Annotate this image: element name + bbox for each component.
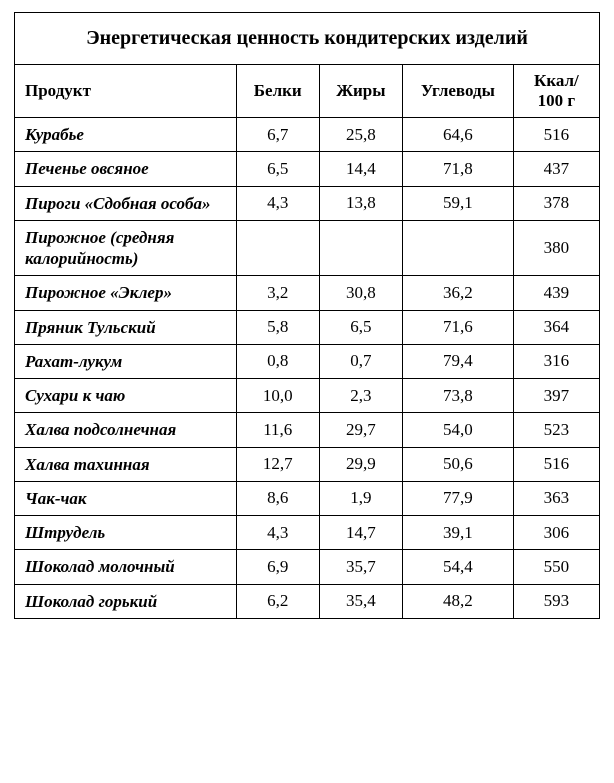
cell-product: Халва тахинная — [15, 447, 237, 481]
cell-proteins: 11,6 — [236, 413, 319, 447]
nutrition-table: Энергетическая ценность кондитерских изд… — [14, 12, 600, 619]
cell-carbs: 48,2 — [402, 584, 513, 618]
cell-product: Пирожное (средняя калорийность) — [15, 220, 237, 276]
cell-product: Курабье — [15, 118, 237, 152]
table-row: Пряник Тульский 5,8 6,5 71,6 364 — [15, 310, 600, 344]
cell-product: Сухари к чаю — [15, 379, 237, 413]
table-row: Чак-чак 8,6 1,9 77,9 363 — [15, 481, 600, 515]
cell-proteins: 8,6 — [236, 481, 319, 515]
table-row: Штрудель 4,3 14,7 39,1 306 — [15, 516, 600, 550]
cell-proteins: 6,5 — [236, 152, 319, 186]
cell-proteins: 4,3 — [236, 186, 319, 220]
cell-carbs: 64,6 — [402, 118, 513, 152]
cell-carbs: 50,6 — [402, 447, 513, 481]
cell-proteins: 4,3 — [236, 516, 319, 550]
cell-proteins: 6,7 — [236, 118, 319, 152]
cell-kcal: 316 — [513, 344, 599, 378]
col-proteins: Белки — [236, 65, 319, 118]
cell-kcal: 363 — [513, 481, 599, 515]
cell-kcal: 437 — [513, 152, 599, 186]
header-row: Продукт Белки Жиры Углеводы Ккал/ 100 г — [15, 65, 600, 118]
cell-fats: 6,5 — [319, 310, 402, 344]
cell-product: Пироги «Сдобная особа» — [15, 186, 237, 220]
col-kcal: Ккал/ 100 г — [513, 65, 599, 118]
col-carbs: Углеводы — [402, 65, 513, 118]
cell-fats: 1,9 — [319, 481, 402, 515]
table-row: Шоколад горький 6,2 35,4 48,2 593 — [15, 584, 600, 618]
cell-proteins: 10,0 — [236, 379, 319, 413]
cell-proteins: 0,8 — [236, 344, 319, 378]
table-row: Рахат-лукум 0,8 0,7 79,4 316 — [15, 344, 600, 378]
table-row: Пирожное (средняя калорийность) 380 — [15, 220, 600, 276]
cell-kcal: 306 — [513, 516, 599, 550]
table-row: Халва тахинная 12,7 29,9 50,6 516 — [15, 447, 600, 481]
cell-product: Штрудель — [15, 516, 237, 550]
table-body: Курабье 6,7 25,8 64,6 516 Печенье овсяно… — [15, 118, 600, 619]
cell-carbs: 59,1 — [402, 186, 513, 220]
cell-fats: 35,4 — [319, 584, 402, 618]
col-product: Продукт — [15, 65, 237, 118]
cell-product: Пирожное «Эклер» — [15, 276, 237, 310]
cell-proteins: 12,7 — [236, 447, 319, 481]
cell-fats: 29,9 — [319, 447, 402, 481]
cell-carbs — [402, 220, 513, 276]
table-title: Энергетическая ценность кондитерских изд… — [15, 13, 600, 65]
table-row: Курабье 6,7 25,8 64,6 516 — [15, 118, 600, 152]
cell-carbs: 71,6 — [402, 310, 513, 344]
cell-proteins: 3,2 — [236, 276, 319, 310]
cell-kcal: 364 — [513, 310, 599, 344]
cell-carbs: 73,8 — [402, 379, 513, 413]
cell-fats — [319, 220, 402, 276]
table-row: Пирожное «Эклер» 3,2 30,8 36,2 439 — [15, 276, 600, 310]
table-row: Шоколад молочный 6,9 35,7 54,4 550 — [15, 550, 600, 584]
cell-kcal: 550 — [513, 550, 599, 584]
cell-fats: 30,8 — [319, 276, 402, 310]
table-row: Халва подсолнечная 11,6 29,7 54,0 523 — [15, 413, 600, 447]
cell-proteins: 5,8 — [236, 310, 319, 344]
cell-product: Халва подсолнечная — [15, 413, 237, 447]
cell-proteins — [236, 220, 319, 276]
cell-product: Чак-чак — [15, 481, 237, 515]
cell-product: Рахат-лукум — [15, 344, 237, 378]
col-fats: Жиры — [319, 65, 402, 118]
cell-fats: 2,3 — [319, 379, 402, 413]
table-row: Пироги «Сдобная особа» 4,3 13,8 59,1 378 — [15, 186, 600, 220]
cell-proteins: 6,9 — [236, 550, 319, 584]
cell-kcal: 397 — [513, 379, 599, 413]
cell-proteins: 6,2 — [236, 584, 319, 618]
cell-carbs: 79,4 — [402, 344, 513, 378]
cell-kcal: 378 — [513, 186, 599, 220]
cell-kcal: 593 — [513, 584, 599, 618]
cell-product: Печенье овсяное — [15, 152, 237, 186]
cell-carbs: 71,8 — [402, 152, 513, 186]
cell-fats: 35,7 — [319, 550, 402, 584]
cell-carbs: 54,4 — [402, 550, 513, 584]
cell-carbs: 36,2 — [402, 276, 513, 310]
cell-kcal: 439 — [513, 276, 599, 310]
cell-product: Шоколад горький — [15, 584, 237, 618]
cell-fats: 0,7 — [319, 344, 402, 378]
table-row: Печенье овсяное 6,5 14,4 71,8 437 — [15, 152, 600, 186]
cell-kcal: 516 — [513, 447, 599, 481]
cell-product: Шоколад молочный — [15, 550, 237, 584]
cell-kcal: 380 — [513, 220, 599, 276]
cell-fats: 14,7 — [319, 516, 402, 550]
cell-kcal: 523 — [513, 413, 599, 447]
cell-fats: 13,8 — [319, 186, 402, 220]
cell-carbs: 39,1 — [402, 516, 513, 550]
cell-kcal: 516 — [513, 118, 599, 152]
table-row: Сухари к чаю 10,0 2,3 73,8 397 — [15, 379, 600, 413]
cell-product: Пряник Тульский — [15, 310, 237, 344]
cell-fats: 25,8 — [319, 118, 402, 152]
title-row: Энергетическая ценность кондитерских изд… — [15, 13, 600, 65]
cell-carbs: 54,0 — [402, 413, 513, 447]
cell-carbs: 77,9 — [402, 481, 513, 515]
cell-fats: 14,4 — [319, 152, 402, 186]
cell-fats: 29,7 — [319, 413, 402, 447]
